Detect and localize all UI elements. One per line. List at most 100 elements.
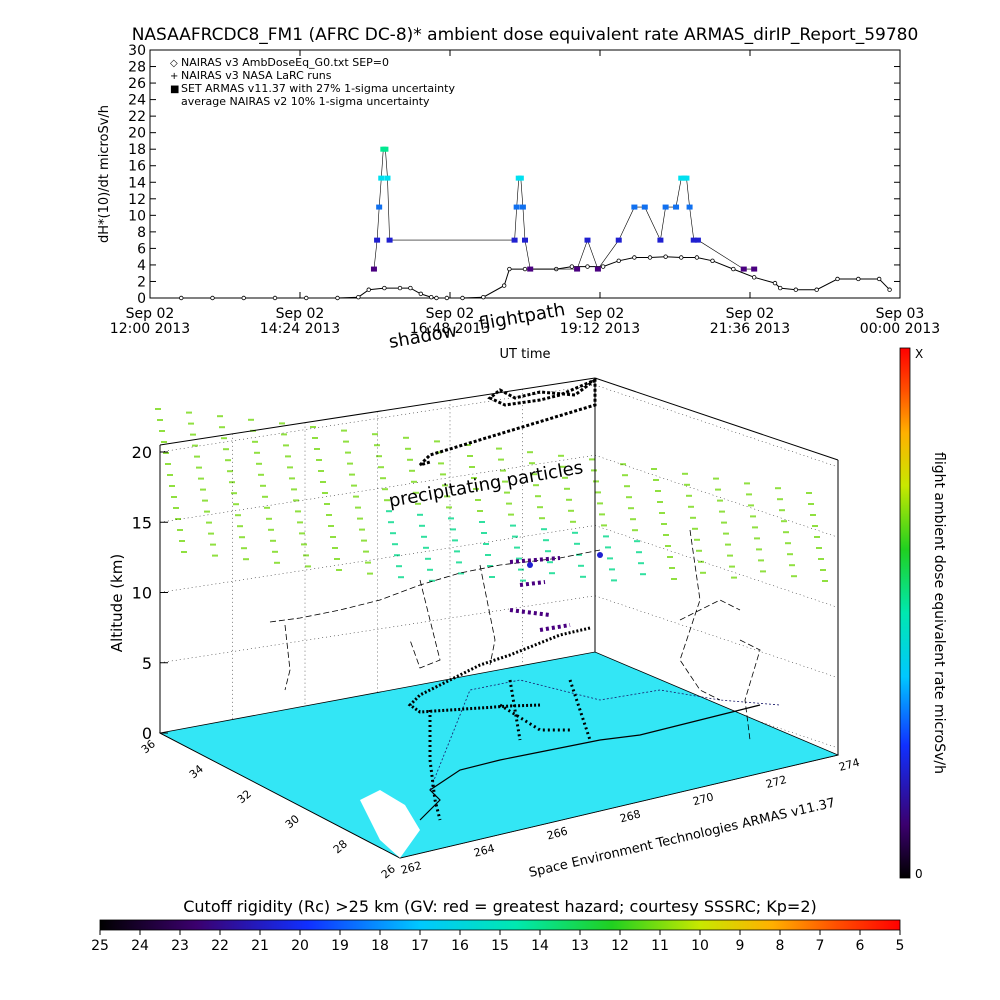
particle-mark xyxy=(444,495,450,498)
particle-mark xyxy=(297,521,303,524)
particle-mark xyxy=(169,485,175,487)
colorbar-tick-label: 6 xyxy=(856,938,865,954)
particle-mark xyxy=(239,536,245,539)
nairas-point xyxy=(616,258,621,263)
particle-mark xyxy=(593,480,599,483)
y-tick-label: 0 xyxy=(137,291,146,307)
lat-tick-label: 26 xyxy=(379,862,398,881)
particle-mark xyxy=(355,506,361,509)
particle-mark xyxy=(287,466,293,469)
particle-mark xyxy=(632,529,638,532)
legend-marker: ■ xyxy=(170,84,179,95)
particle-mark xyxy=(341,429,347,432)
z-tick-label: 10 xyxy=(132,584,152,603)
particle-mark xyxy=(605,546,611,549)
particle-mark xyxy=(357,517,363,520)
particle-mark xyxy=(541,528,547,531)
particle-mark xyxy=(365,561,371,564)
particle-mark xyxy=(469,466,475,468)
particle-mark xyxy=(326,514,332,516)
particle-mark xyxy=(489,576,495,578)
particle-mark xyxy=(667,556,673,558)
particle-mark xyxy=(330,536,336,538)
armas-point-blue xyxy=(597,552,603,558)
particle-mark xyxy=(281,433,287,436)
particle-mark xyxy=(237,525,243,528)
particle-mark xyxy=(752,526,758,529)
nairas-point xyxy=(569,264,575,269)
particle-mark xyxy=(299,532,305,535)
particle-mark xyxy=(527,451,533,454)
particle-mark xyxy=(549,572,555,575)
particle-mark xyxy=(332,547,338,549)
particle-mark xyxy=(531,473,537,476)
particle-mark xyxy=(483,543,489,545)
particle-mark xyxy=(810,514,816,516)
dose-colorbar-fill xyxy=(899,347,911,879)
colorbar-tick-label: 17 xyxy=(411,938,429,954)
particle-mark xyxy=(529,462,535,465)
particle-mark xyxy=(429,579,435,582)
x-tick-label-date: Sep 02 xyxy=(726,306,775,322)
particle-mark xyxy=(167,474,173,476)
particle-mark xyxy=(283,444,289,447)
particle-mark xyxy=(442,484,448,487)
particle-mark xyxy=(423,546,429,549)
particle-mark xyxy=(274,561,280,564)
x-tick-label-time: 19:12 2013 xyxy=(560,321,640,337)
colorbar-tick-label: 24 xyxy=(131,938,149,954)
particle-mark xyxy=(560,465,566,468)
colorbar-tick-label: 5 xyxy=(896,938,905,954)
y-tick-label: 18 xyxy=(128,142,146,158)
cutoff-colorbar-fill xyxy=(99,919,901,931)
colorbar-tick-label: 15 xyxy=(491,938,509,954)
x-axis-label: UT time xyxy=(500,347,551,362)
particle-mark xyxy=(750,515,756,518)
armas-series-line xyxy=(373,148,755,270)
nairas-point xyxy=(179,295,184,301)
colorbar-tick-label: 22 xyxy=(211,938,229,954)
lat-tick-label: 34 xyxy=(187,762,206,781)
nairas-point xyxy=(876,276,882,282)
particle-mark xyxy=(812,525,818,527)
particle-mark xyxy=(500,469,506,472)
particle-mark xyxy=(417,513,423,516)
particle-mark xyxy=(558,454,564,457)
x-tick-label-date: Sep 02 xyxy=(576,306,625,322)
particle-mark xyxy=(204,510,210,513)
particle-mark xyxy=(293,499,299,502)
y-tick-label: 26 xyxy=(128,76,146,92)
particle-mark xyxy=(692,527,698,530)
particle-mark xyxy=(260,484,266,487)
particle-mark xyxy=(322,492,328,494)
particle-mark xyxy=(190,433,196,436)
legend-label: average NAIRAS v2 10% 1-sigma uncertaint… xyxy=(181,95,430,108)
particle-mark xyxy=(448,517,454,520)
nairas-point xyxy=(366,287,371,292)
particle-mark xyxy=(694,538,700,541)
nairas-point xyxy=(585,264,590,269)
particle-mark xyxy=(318,470,324,472)
lon-tick-label: 272 xyxy=(764,773,788,791)
particle-mark xyxy=(208,532,214,535)
y-tick-label: 30 xyxy=(128,43,146,59)
particle-mark xyxy=(264,506,270,509)
particle-mark xyxy=(622,474,628,477)
particle-mark xyxy=(545,550,551,553)
particle-mark xyxy=(305,565,311,568)
particle-mark xyxy=(597,502,603,505)
particle-mark xyxy=(258,473,264,476)
particle-mark xyxy=(504,491,510,494)
armas-point xyxy=(683,175,690,181)
armas-point xyxy=(382,146,389,152)
particle-mark xyxy=(173,507,179,509)
particle-mark xyxy=(241,547,247,550)
y-tick-label: 12 xyxy=(128,192,146,208)
flightpath-ground xyxy=(428,679,592,821)
precipitating-particles-field xyxy=(155,408,828,582)
particle-mark xyxy=(456,561,462,564)
particle-mark xyxy=(268,528,274,531)
particle-mark xyxy=(748,504,754,507)
